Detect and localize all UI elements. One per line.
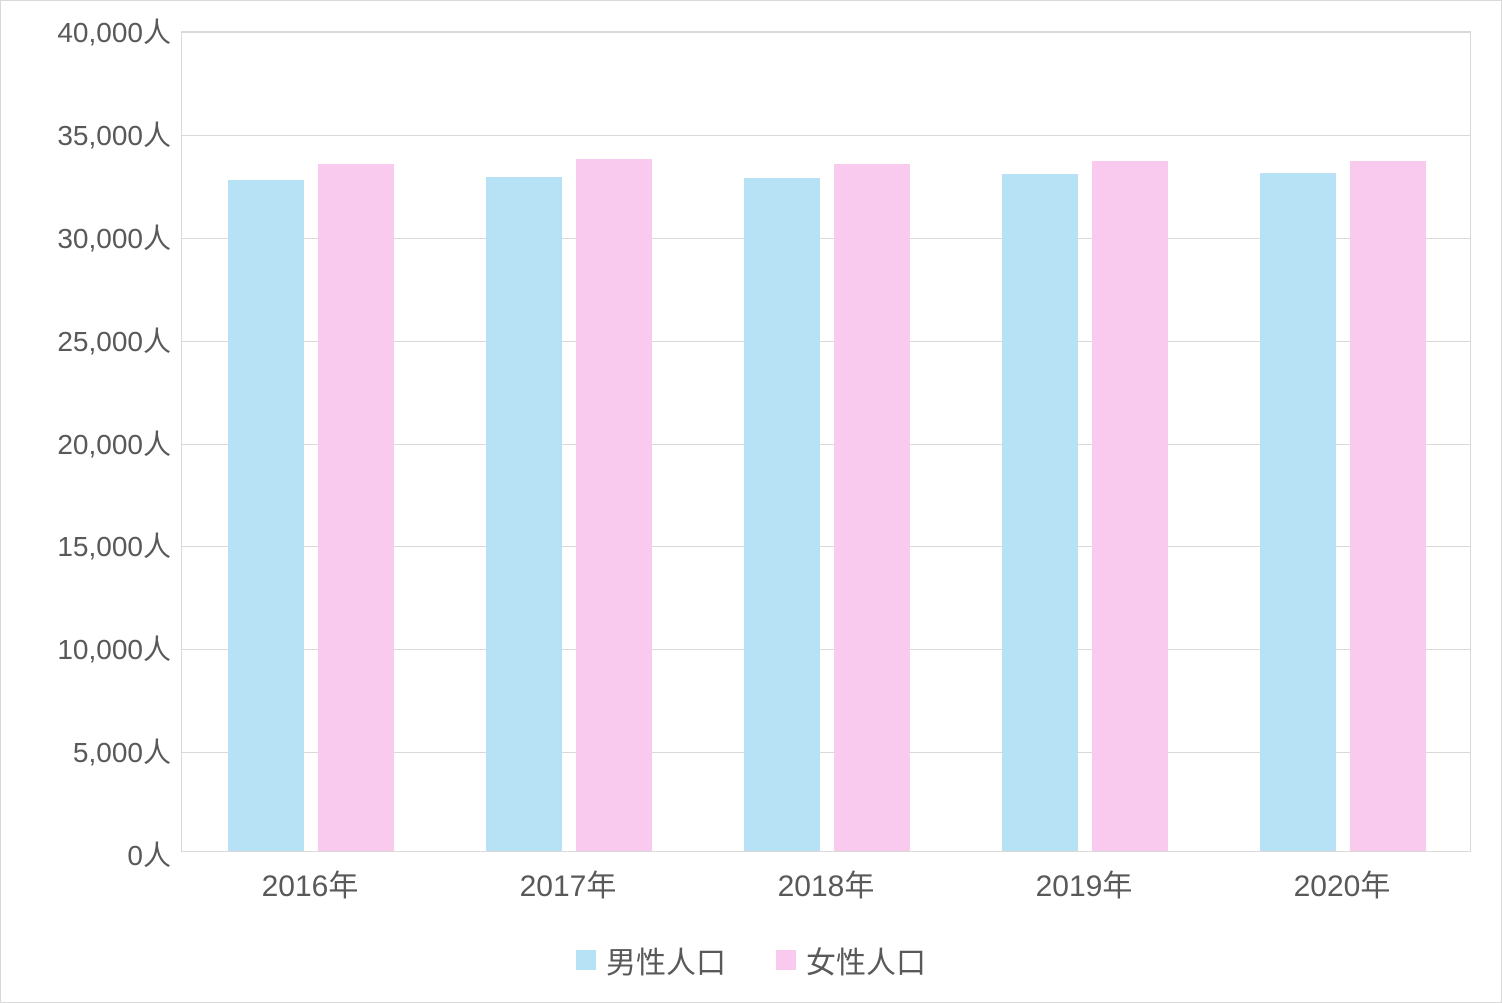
y-tick-label: 0人 [11,834,171,874]
y-tick-label: 20,000人 [11,423,171,463]
legend-item: 男性人口 [576,938,726,982]
bar [1350,161,1426,851]
y-tick-label: 5,000人 [11,731,171,771]
legend-item: 女性人口 [776,938,926,982]
y-tick-label: 35,000人 [11,114,171,154]
plot-area [181,31,1471,852]
x-tick-label: 2017年 [520,861,617,905]
y-tick-label: 40,000人 [11,11,171,51]
y-tick-label: 10,000人 [11,628,171,668]
legend-label: 男性人口 [606,938,726,982]
bar [486,177,562,851]
bar [834,164,910,851]
y-tick-label: 30,000人 [11,217,171,257]
x-tick-label: 2020年 [1294,861,1391,905]
bar [318,164,394,851]
x-tick-label: 2018年 [778,861,875,905]
bar [744,178,820,851]
legend-swatch [576,950,596,970]
x-tick-label: 2016年 [262,861,359,905]
y-tick-label: 25,000人 [11,320,171,360]
bar [1092,161,1168,851]
bar [1002,174,1078,851]
gridline [182,135,1470,136]
bar [1260,173,1336,851]
bar [576,159,652,851]
population-bar-chart: 0人 5,000人 10,000人 15,000人 20,000人 25,000人 30,0… [0,0,1502,1003]
legend-swatch [776,950,796,970]
legend-label: 女性人口 [806,938,926,982]
x-tick-label: 2019年 [1036,861,1133,905]
bar [228,180,304,851]
gridline [182,32,1470,33]
legend: 男性人口 女性人口 [576,938,926,982]
y-tick-label: 15,000人 [11,525,171,565]
